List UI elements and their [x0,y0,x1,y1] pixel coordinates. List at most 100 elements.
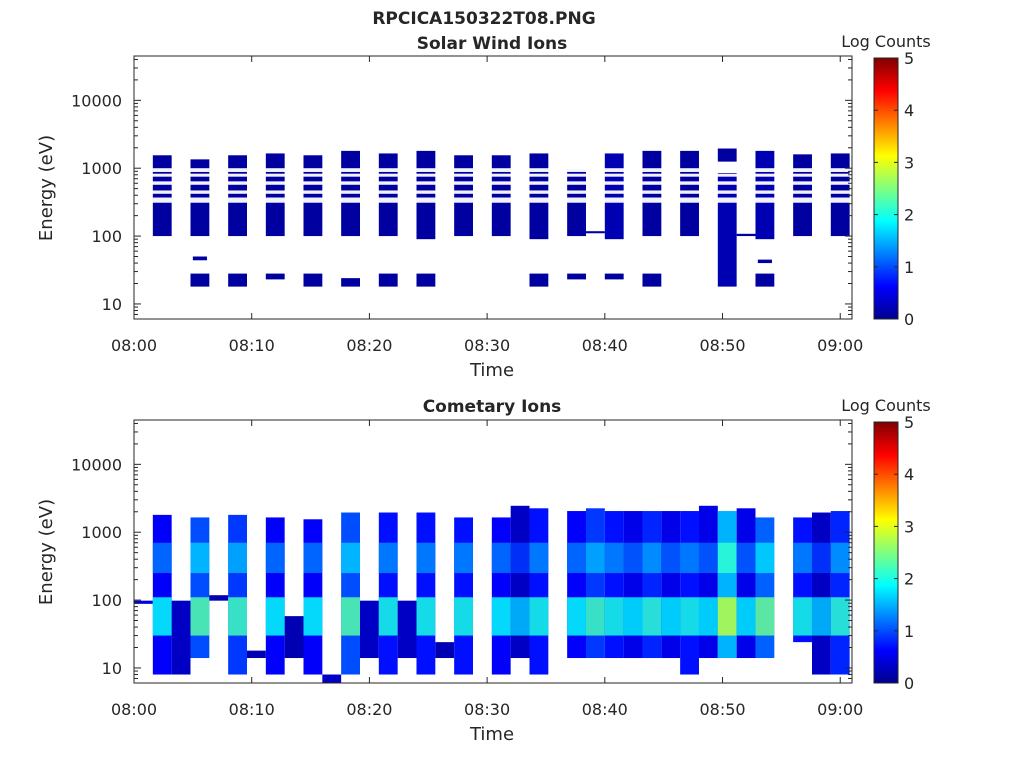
solar-wind-heatmap [134,148,852,287]
heatmap-cell [265,153,285,237]
heatmap-band [228,542,247,574]
heatmap-band [416,542,436,574]
heatmap-cell [454,155,473,237]
heatmap-cell [529,508,549,675]
heatmap-band [152,597,172,636]
heatmap-band [585,597,605,636]
heatmap-cell [757,259,772,264]
heatmap-cell [209,595,229,601]
heatmap-band [755,542,775,574]
heatmap-cell [642,273,662,287]
heatmap-cells [134,148,852,287]
colorbar-tick-label: 3 [904,153,914,172]
y-tick-label: 10000 [71,91,122,110]
heatmap-band [736,542,756,574]
heatmap-cells [134,505,850,683]
heatmap-cell [793,154,812,237]
heatmap-band [811,597,831,636]
heatmap-cell [322,674,342,683]
heatmap-cell [717,172,737,287]
heatmap-cell [190,273,210,287]
heatmap-cell [171,600,191,675]
colorbar-bottom: Log Counts 0 1 2 3 4 5 [841,396,931,693]
heatmap-gap [134,168,852,172]
colorbar-tick-label: 1 [904,258,914,277]
x-tick-label: 08:40 [582,700,628,719]
x-tick-label: 08:30 [464,336,510,355]
cometary-xlabel: Time [469,724,514,745]
heatmap-cell [491,517,511,675]
colorbar-tick-label: 4 [904,465,914,484]
heatmap-cell [416,273,436,287]
colorbar-tick-label: 2 [904,570,914,589]
heatmap-band [642,542,662,574]
solar-wind-panel: Solar Wind Ions 08:00 08:10 08:20 08:30 08:4… [36,34,863,381]
heatmap-cell [830,153,850,237]
heatmap-band [416,597,436,636]
heatmap-cell [830,511,850,675]
heatmap-cell [284,616,304,659]
colorbar-bottom-scale [873,421,899,684]
heatmap-band [623,542,643,574]
heatmap-band [717,542,737,574]
colorbar-tick-label: 4 [904,101,914,120]
heatmap-band [529,542,549,574]
heatmap-cell [755,517,775,659]
heatmap-band [604,542,624,574]
colorbar-top-scale [873,57,899,320]
cometary-axes-box [133,419,853,684]
cometary-y-ticks: 10 100 1000 10000 [71,422,852,684]
heatmap-band [623,597,643,636]
heatmap-band [736,597,756,636]
solar-wind-axes-box [133,55,853,320]
heatmap-band [680,597,699,636]
heatmap-cell [717,511,737,659]
heatmap-band [567,597,586,636]
heatmap-cell [303,273,323,287]
heatmap-cell [717,148,737,162]
heatmap-band [265,542,285,574]
cometary-x-ticks: 08:00 08:10 08:20 08:30 08:40 08:50 09:00 [111,420,863,719]
colorbar-tick-label: 0 [904,310,914,329]
heatmap-cell [341,278,360,287]
colorbar-tick-label: 5 [904,413,914,432]
cometary-panel: Cometary Ions 08:00 08:10 08:20 08:30 08:40 0… [36,397,863,745]
cometary-title: Cometary Ions [423,397,562,417]
y-tick-label: 1000 [81,159,122,178]
heatmap-cell [604,273,624,280]
heatmap-cell [736,508,756,659]
heatmap-cell [378,512,398,675]
cometary-ylabel: Energy (eV) [36,499,57,605]
heatmap-cell [265,273,285,280]
y-tick-label: 100 [91,591,122,610]
heatmap-band [585,542,605,574]
colorbar-tick-label: 3 [904,517,914,536]
x-tick-label: 09:00 [817,700,863,719]
heatmap-band [811,542,831,574]
y-tick-label: 1000 [81,523,122,542]
heatmap-band [529,597,549,636]
x-tick-label: 08:30 [464,700,510,719]
colorbar-bottom-title: Log Counts [841,396,931,415]
heatmap-cell [378,273,398,287]
solar-wind-ylabel: Energy (eV) [36,135,57,241]
solar-wind-y-ticks: 10 100 1000 10000 [71,58,852,320]
heatmap-cell [397,600,417,659]
heatmap-cell [642,511,662,659]
x-tick-label: 08:10 [229,336,275,355]
heatmap-cell [811,512,831,675]
heatmap-band [604,597,624,636]
heatmap-gap [134,173,852,177]
x-tick-label: 08:00 [111,336,157,355]
solar-wind-x-ticks: 08:00 08:10 08:20 08:30 08:40 08:50 09:00 [111,56,863,355]
heatmap-band [265,597,285,636]
heatmap-band [303,597,323,636]
y-tick-label: 100 [91,227,122,246]
heatmap-band [661,597,681,636]
heatmap-cell [265,517,285,675]
colorbar-top: Log Counts 0 1 2 3 4 5 [841,32,931,329]
heatmap-cell [567,511,586,659]
heatmap-band [378,597,398,636]
heatmap-cell [736,233,756,237]
